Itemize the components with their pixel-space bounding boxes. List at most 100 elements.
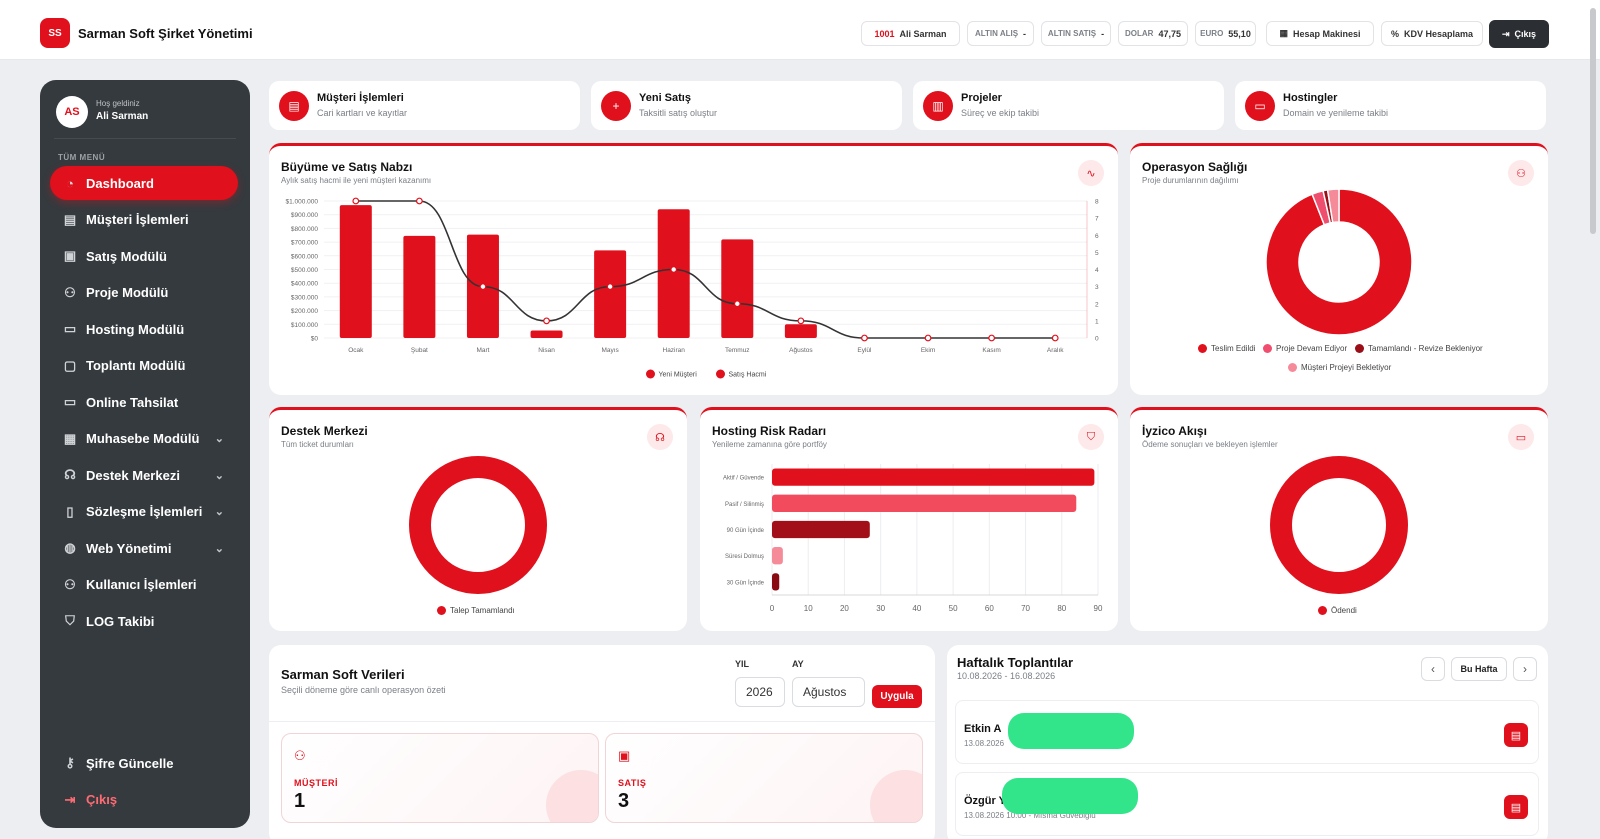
calculator-button[interactable]: ▦ Hesap Makinesi [1266,21,1374,46]
line-point [352,197,360,205]
y-tick-label: $400.000 [291,281,318,288]
month-select[interactable]: Ağustos [792,677,865,707]
legend-item[interactable]: Teslim Edildi [1198,344,1255,353]
x-tick-label: Şubat [411,347,428,354]
sidebar-divider [54,138,236,139]
quick-card-0[interactable]: ▤ Müşteri İşlemleri Cari kartları ve kayıt… [269,81,580,130]
x-tick-label: Nisan [538,347,555,354]
y-tick-label: $600.000 [291,253,318,260]
y2-tick-label: 1 [1095,318,1099,325]
quick-card-3[interactable]: ▭ Hostingler Domain ve yenileme takibi [1235,81,1546,130]
meeting-item[interactable]: Etkin A 13.08.2026 ▤ [955,700,1539,764]
iyzico-subtitle: Ödeme sonuçları ve bekleyen işlemler [1142,440,1278,449]
line-point [479,283,487,291]
sidebar-item-satış-modülü[interactable]: ▣ Satış Modülü [50,239,238,273]
sidebar-item-muhasebe-modülü[interactable]: ▦ Muhasebe Modülü ⌄ [50,422,238,456]
y2-tick-label: 3 [1095,284,1099,291]
sidebar-item-log-takibi[interactable]: ⛉ LOG Takibi [50,604,238,638]
chevron-down-icon: ⌄ [214,506,224,518]
sidebar-item-label: LOG Takibi [86,613,155,629]
sidebar-logout-button[interactable]: ⇥ Çıkış [50,783,238,817]
avatar[interactable]: AS [56,96,88,128]
x-tick-label: Eylül [857,347,872,354]
change-password-button[interactable]: ⚷ Şifre Güncelle [50,746,238,780]
logout-button[interactable]: ⇥ Çıkış [1489,20,1549,48]
logout-label: Çıkış [1514,29,1537,39]
sidebar-item-web-yönetimi[interactable]: ◍ Web Yönetimi ⌄ [50,531,238,565]
legend-dot [1355,344,1364,353]
sidebar-item-müşteri-i̇şlemleri[interactable]: ▤ Müşteri İşlemleri [50,203,238,237]
sidebar-item-online-tahsilat[interactable]: ▭ Online Tahsilat [50,385,238,419]
this-week-button[interactable]: Bu Hafta [1451,657,1507,681]
meeting-name: Özgür Y [964,795,1006,807]
sidebar-item-label: Sözleşme İşlemleri [86,504,203,519]
apply-button[interactable]: Uygula [872,685,922,708]
users-icon: ⚇ [64,576,76,592]
sidebar-item-proje-modülü[interactable]: ⚇ Proje Modülü [50,276,238,310]
user-badge[interactable]: 1001 Ali Sarman [861,21,960,46]
sidebar-item-destek-merkezi[interactable]: ☊ Destek Merkezi ⌄ [50,458,238,492]
sales-stat: ▣ SATIŞ 3 [605,733,923,823]
legend-label: Teslim Edildi [1211,344,1256,353]
sidebar-item-sözleşme-i̇şlemleri[interactable]: ▯ Sözleşme İşlemleri ⌄ [50,495,238,529]
gold-sell-badge: ALTIN SATIŞ - [1041,21,1111,46]
x-tick-label: 80 [1057,604,1066,613]
sidebar-item-hosting-modülü[interactable]: ▭ Hosting Modülü [50,312,238,346]
legend-dot [1263,344,1272,353]
bar-Nisan [530,330,563,338]
dollar-badge: DOLAR 47,75 [1118,21,1188,46]
legend-item[interactable]: Müşteri Projeyi Bekletiyor [1288,363,1391,372]
quick-card-title: Müşteri İşlemleri [317,92,404,104]
prev-week-button[interactable]: ‹ [1421,657,1445,681]
quick-card-subtitle: Cari kartları ve kayıtlar [317,108,408,118]
shield-icon[interactable]: ⛉ [1078,424,1104,450]
headset-icon[interactable]: ☊ [647,424,673,450]
quick-card-subtitle: Süreç ve ekip takibi [961,108,1040,118]
x-tick-label: Aralık [1047,347,1064,354]
chevron-right-icon: › [1523,662,1527,676]
x-tick-label: 40 [912,604,921,613]
x-tick-label: Haziran [663,347,686,354]
line-point [797,317,805,325]
sidebar-user-name: Ali Sarman [96,111,149,122]
server-icon: ▭ [1245,91,1275,121]
sales-stat-value: 3 [618,790,630,812]
percent-icon: % [1390,28,1399,39]
operations-donut [1265,188,1413,336]
year-input[interactable]: 2026 [735,677,785,707]
sitemap-icon[interactable]: ⚇ [1508,160,1534,186]
line-point [670,266,678,273]
kdv-button[interactable]: % KDV Hesaplama [1381,21,1483,46]
calculator-icon: ▦ [1279,28,1288,38]
next-week-button[interactable]: › [1513,657,1537,681]
quick-card-title: Projeler [961,92,1002,104]
legend-item[interactable]: Proje Devam Ediyor [1263,344,1347,353]
calendar-icon[interactable]: ▤ [1504,723,1528,747]
legend-item[interactable]: Talep Tamamlandı [437,606,515,615]
bar-Ocak [339,205,372,338]
calendar-icon[interactable]: ▤ [1504,795,1528,819]
page-scrollbar[interactable] [1590,8,1596,234]
pulse-icon[interactable]: ∿ [1078,160,1104,186]
gold-buy-label: ALTIN ALIŞ [974,29,1019,38]
users-icon: ⚇ [294,748,306,763]
sidebar-item-dashboard[interactable]: ◔ Dashboard [50,166,238,200]
credit-card-icon[interactable]: ▭ [1508,424,1534,450]
customer-stat-label: MÜŞTERİ [294,778,338,788]
brand-logo[interactable]: SS [40,18,70,48]
bar-Aktif / Güvende [772,468,1095,486]
quick-card-subtitle: Taksitli satış oluştur [639,108,718,118]
bar-Ağustos [784,324,817,338]
legend-item[interactable]: Tamamlandı - Revize Bekleniyor [1355,344,1483,353]
legend-label: Yeni Müşteri [659,372,698,379]
legend-label: Müşteri Projeyi Bekletiyor [1301,363,1392,372]
quick-card-2[interactable]: ▥ Projeler Süreç ve ekip takibi [913,81,1224,130]
x-tick-label: 60 [985,604,994,613]
sidebar-item-toplantı-modülü[interactable]: ▢ Toplantı Modülü [50,349,238,383]
legend-item[interactable]: Ödendi [1318,606,1357,615]
quick-card-1[interactable]: + Yeni Satış Taksitli satış oluştur [591,81,902,130]
data-panel: Sarman Soft Verileri Seçili döneme göre … [269,645,935,839]
y-tick-label: $800.000 [291,226,318,233]
meeting-item[interactable]: Özgür Y 13.08.2026 10:00 - Mısına Güvebi… [955,772,1539,836]
sidebar-item-kullanıcı-i̇şlemleri[interactable]: ⚇ Kullanıcı İşlemleri [50,568,238,602]
